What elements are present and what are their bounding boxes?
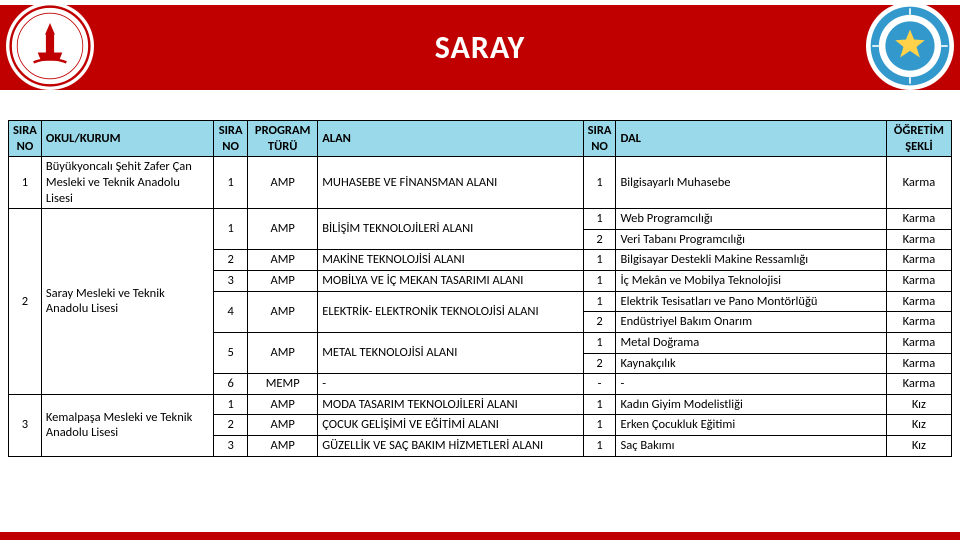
col-header-sira3: SIRA NO	[583, 121, 616, 157]
il-mem-logo-icon	[866, 2, 954, 90]
col-header-sira1: SIRA NO	[9, 121, 42, 157]
cell-prog-sira: 4	[214, 291, 248, 332]
cell-dal-name: Kaynakçılık	[616, 353, 886, 374]
cell-prog-tur: AMP	[248, 250, 318, 271]
cell-dal-sira: 2	[583, 229, 616, 250]
cell-prog-tur: AMP	[248, 436, 318, 457]
cell-prog-sira: 1	[214, 209, 248, 250]
cell-dal-name: Metal Doğrama	[616, 332, 886, 353]
cell-prog-alan: GÜZELLİK VE SAÇ BAKIM HİZMETLERİ ALANI	[318, 436, 583, 457]
cell-prog-sira: 3	[214, 271, 248, 292]
cell-prog-sira: 1	[214, 157, 248, 209]
cell-school-sira: 2	[9, 209, 42, 395]
cell-dal-sira: 2	[583, 312, 616, 333]
cell-prog-tur: AMP	[248, 394, 318, 415]
cell-ogr: Kız	[886, 436, 951, 457]
footer-band	[0, 532, 960, 540]
col-header-alan: ALAN	[318, 121, 583, 157]
cell-dal-name: Web Programcılığı	[616, 209, 886, 230]
cell-dal-sira: 1	[583, 250, 616, 271]
cell-prog-sira: 5	[214, 332, 248, 373]
cell-ogr: Karma	[886, 291, 951, 312]
cell-prog-tur: AMP	[248, 291, 318, 332]
cell-dal-name: Veri Tabanı Programcılığı	[616, 229, 886, 250]
cell-prog-tur: AMP	[248, 271, 318, 292]
table-header-row: SIRA NO OKUL/KURUM SIRA NO PROGRAM TÜRÜ …	[9, 121, 952, 157]
cell-school-sira: 3	[9, 394, 42, 456]
header: SARAY	[0, 0, 960, 100]
cell-dal-sira: 1	[583, 291, 616, 312]
header-band: SARAY	[0, 5, 960, 90]
cell-prog-alan: BİLİŞİM TEKNOLOJİLERİ ALANI	[318, 209, 583, 250]
cell-prog-tur: AMP	[248, 157, 318, 209]
page-title: SARAY	[435, 28, 526, 67]
cell-prog-alan: MODA TASARIM TEKNOLOJİLERİ ALANI	[318, 394, 583, 415]
cell-prog-sira: 2	[214, 415, 248, 436]
cell-ogr: Kız	[886, 415, 951, 436]
table-row: 3Kemalpaşa Mesleki ve Teknik Anadolu Lis…	[9, 394, 952, 415]
col-header-ogr: ÖĞRETİM ŞEKLİ	[886, 121, 951, 157]
cell-dal-sira: 2	[583, 353, 616, 374]
cell-dal-name: Kadın Giyim Modelistliği	[616, 394, 886, 415]
cell-dal-name: İç Mekân ve Mobilya Teknolojisi	[616, 271, 886, 292]
cell-prog-tur: AMP	[248, 415, 318, 436]
cell-ogr: Karma	[886, 209, 951, 230]
cell-dal-sira: 1	[583, 332, 616, 353]
cell-prog-tur: AMP	[248, 332, 318, 373]
cell-dal-sira: 1	[583, 394, 616, 415]
cell-dal-name: Bilgisayar Destekli Makine Ressamlığı	[616, 250, 886, 271]
cell-school-sira: 1	[9, 157, 42, 209]
content-area: SIRA NO OKUL/KURUM SIRA NO PROGRAM TÜRÜ …	[0, 100, 960, 457]
cell-prog-alan: ÇOCUK GELİŞİMİ VE EĞİTİMİ ALANI	[318, 415, 583, 436]
cell-prog-tur: MEMP	[248, 374, 318, 395]
table-row: 1Büyükyoncalı Şehit Zafer Çan Mesleki ve…	[9, 157, 952, 209]
cell-ogr: Karma	[886, 250, 951, 271]
col-header-dal: DAL	[616, 121, 886, 157]
meb-logo-icon	[6, 2, 94, 90]
cell-prog-alan: METAL TEKNOLOJİSİ ALANI	[318, 332, 583, 373]
cell-dal-name: Elektrik Tesisatları ve Pano Montörlüğü	[616, 291, 886, 312]
cell-school-name: Saray Mesleki ve Teknik Anadolu Lisesi	[41, 209, 213, 395]
cell-prog-alan: -	[318, 374, 583, 395]
table-row: 2Saray Mesleki ve Teknik Anadolu Lisesi1…	[9, 209, 952, 230]
cell-dal-name: Bilgisayarlı Muhasebe	[616, 157, 886, 209]
cell-dal-sira: 1	[583, 209, 616, 230]
cell-prog-sira: 6	[214, 374, 248, 395]
cell-ogr: Karma	[886, 353, 951, 374]
cell-prog-alan: MAKİNE TEKNOLOJİSİ ALANI	[318, 250, 583, 271]
cell-dal-name: Saç Bakımı	[616, 436, 886, 457]
cell-prog-sira: 2	[214, 250, 248, 271]
cell-dal-name: Erken Çocukluk Eğitimi	[616, 415, 886, 436]
cell-ogr: Karma	[886, 157, 951, 209]
cell-prog-alan: ELEKTRİK- ELEKTRONİK TEKNOLOJİSİ ALANI	[318, 291, 583, 332]
cell-dal-sira: -	[583, 374, 616, 395]
cell-dal-name: -	[616, 374, 886, 395]
col-header-okul: OKUL/KURUM	[41, 121, 213, 157]
cell-prog-sira: 3	[214, 436, 248, 457]
cell-school-name: Büyükyoncalı Şehit Zafer Çan Mesleki ve …	[41, 157, 213, 209]
programs-table: SIRA NO OKUL/KURUM SIRA NO PROGRAM TÜRÜ …	[8, 120, 952, 457]
cell-ogr: Karma	[886, 271, 951, 292]
cell-prog-alan: MUHASEBE VE FİNANSMAN ALANI	[318, 157, 583, 209]
cell-ogr: Karma	[886, 374, 951, 395]
cell-prog-sira: 1	[214, 394, 248, 415]
cell-ogr: Karma	[886, 229, 951, 250]
col-header-sira2: SIRA NO	[214, 121, 248, 157]
cell-prog-tur: AMP	[248, 209, 318, 250]
cell-ogr: Kız	[886, 394, 951, 415]
cell-ogr: Karma	[886, 332, 951, 353]
cell-dal-sira: 1	[583, 415, 616, 436]
cell-dal-sira: 1	[583, 157, 616, 209]
col-header-tur: PROGRAM TÜRÜ	[248, 121, 318, 157]
cell-dal-name: Endüstriyel Bakım Onarım	[616, 312, 886, 333]
cell-dal-sira: 1	[583, 436, 616, 457]
cell-prog-alan: MOBİLYA VE İÇ MEKAN TASARIMI ALANI	[318, 271, 583, 292]
cell-dal-sira: 1	[583, 271, 616, 292]
table-body: 1Büyükyoncalı Şehit Zafer Çan Mesleki ve…	[9, 157, 952, 456]
cell-ogr: Karma	[886, 312, 951, 333]
cell-school-name: Kemalpaşa Mesleki ve Teknik Anadolu Lise…	[41, 394, 213, 456]
